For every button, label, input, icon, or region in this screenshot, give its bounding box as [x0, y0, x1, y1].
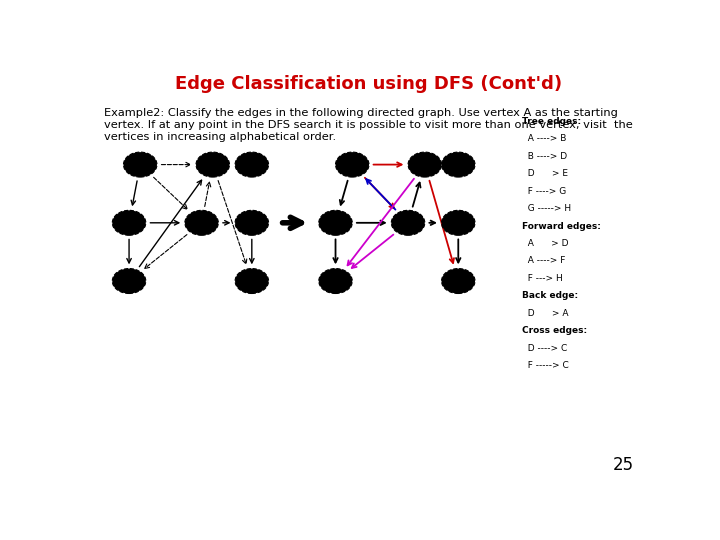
Text: D: D	[198, 218, 205, 227]
Circle shape	[112, 211, 145, 235]
Text: Back edge:: Back edge:	[523, 292, 579, 300]
Circle shape	[319, 211, 352, 235]
Circle shape	[235, 268, 269, 294]
Text: A ----> F: A ----> F	[523, 256, 566, 266]
Circle shape	[441, 211, 475, 235]
Text: E: E	[248, 160, 255, 169]
Text: G: G	[248, 218, 256, 227]
Text: Forward edges:: Forward edges:	[523, 221, 601, 231]
Text: A      > D: A > D	[523, 239, 569, 248]
Text: F: F	[422, 160, 428, 169]
Text: Tree edges:: Tree edges:	[523, 117, 582, 126]
Text: B ----> D: B ----> D	[523, 152, 567, 161]
Text: C: C	[125, 276, 132, 286]
Circle shape	[185, 211, 218, 235]
Text: A: A	[137, 160, 143, 169]
Circle shape	[112, 268, 145, 294]
Text: Example2: Classify the edges in the following directed graph. Use vertex A as th: Example2: Classify the edges in the foll…	[104, 109, 633, 141]
Text: F ----> G: F ----> G	[523, 187, 567, 195]
Text: C: C	[332, 276, 339, 286]
Text: A ----> B: A ----> B	[523, 134, 567, 143]
Text: F -----> C: F -----> C	[523, 361, 570, 370]
Text: Edge Classification using DFS (Cont'd): Edge Classification using DFS (Cont'd)	[176, 75, 562, 93]
Text: 25: 25	[613, 456, 634, 474]
Circle shape	[319, 268, 352, 294]
Text: B: B	[126, 218, 132, 227]
Text: H: H	[248, 276, 256, 286]
Circle shape	[441, 268, 475, 294]
Text: H: H	[454, 276, 462, 286]
Circle shape	[235, 152, 269, 177]
Circle shape	[441, 152, 475, 177]
Circle shape	[336, 152, 369, 177]
Text: D      > E: D > E	[523, 169, 569, 178]
Text: D: D	[405, 218, 412, 227]
Text: A: A	[349, 160, 356, 169]
Circle shape	[235, 211, 269, 235]
Text: Cross edges:: Cross edges:	[523, 326, 588, 335]
Text: B: B	[332, 218, 339, 227]
Text: F ---> H: F ---> H	[523, 274, 563, 283]
Circle shape	[196, 152, 230, 177]
Text: E: E	[455, 160, 462, 169]
Text: D      > A: D > A	[523, 309, 569, 318]
Circle shape	[124, 152, 157, 177]
Text: G: G	[454, 218, 462, 227]
Text: F: F	[210, 160, 216, 169]
Circle shape	[392, 211, 425, 235]
Circle shape	[408, 152, 441, 177]
Text: G -----> H: G -----> H	[523, 204, 572, 213]
Text: D ----> C: D ----> C	[523, 344, 567, 353]
